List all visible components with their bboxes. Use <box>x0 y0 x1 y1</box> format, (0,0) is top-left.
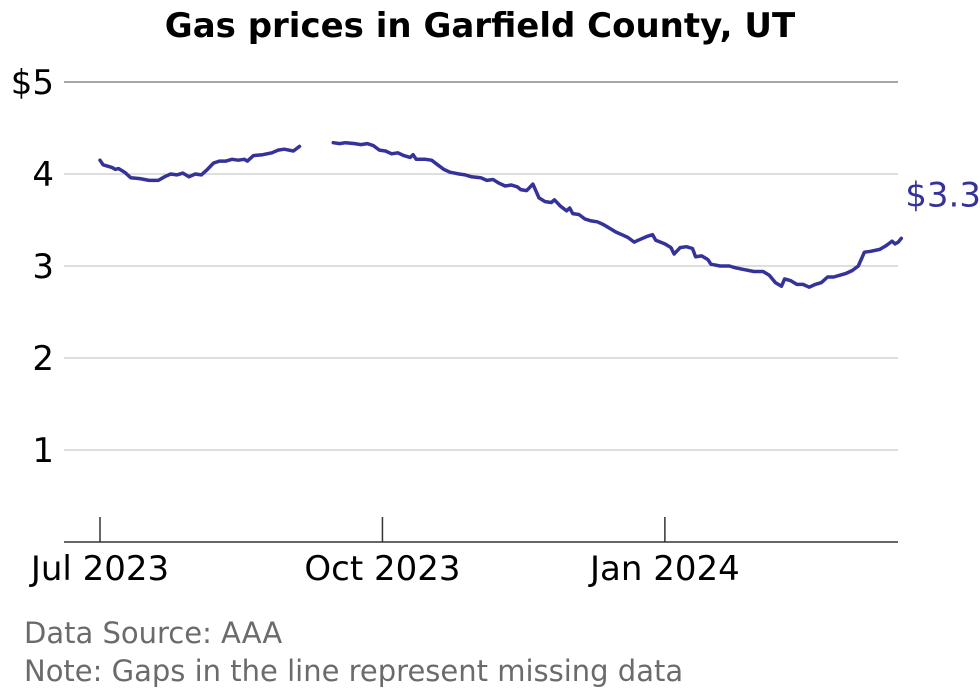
x-tick-label: Jan 2024 <box>588 549 740 589</box>
y-tick-label: 1 <box>32 431 54 471</box>
x-tick-label: Oct 2023 <box>304 549 460 589</box>
latest-price-label: $3.30 <box>905 175 980 215</box>
price-line-segment <box>331 140 904 289</box>
price-line-segment <box>98 144 302 183</box>
missing-data-note: Note: Gaps in the line represent missing… <box>24 654 684 688</box>
price-series <box>98 140 904 289</box>
chart-title: Gas prices in Garfield County, UT <box>165 6 796 46</box>
x-axis: Jul 2023 Oct 2023 Jan 2024 <box>29 517 740 589</box>
y-tick-label: 4 <box>32 155 54 195</box>
y-tick-label: 3 <box>32 247 54 287</box>
data-source-note: Data Source: AAA <box>24 616 283 650</box>
y-tick-label: 2 <box>32 339 54 379</box>
line-chart: Gas prices in Garfield County, UT 1 2 3 4 $5… <box>11 6 980 589</box>
y-axis: 1 2 3 4 $5 <box>11 63 54 471</box>
x-tick-label: Jul 2023 <box>29 549 169 589</box>
y-tick-label: $5 <box>11 63 54 103</box>
gridlines <box>64 81 898 451</box>
